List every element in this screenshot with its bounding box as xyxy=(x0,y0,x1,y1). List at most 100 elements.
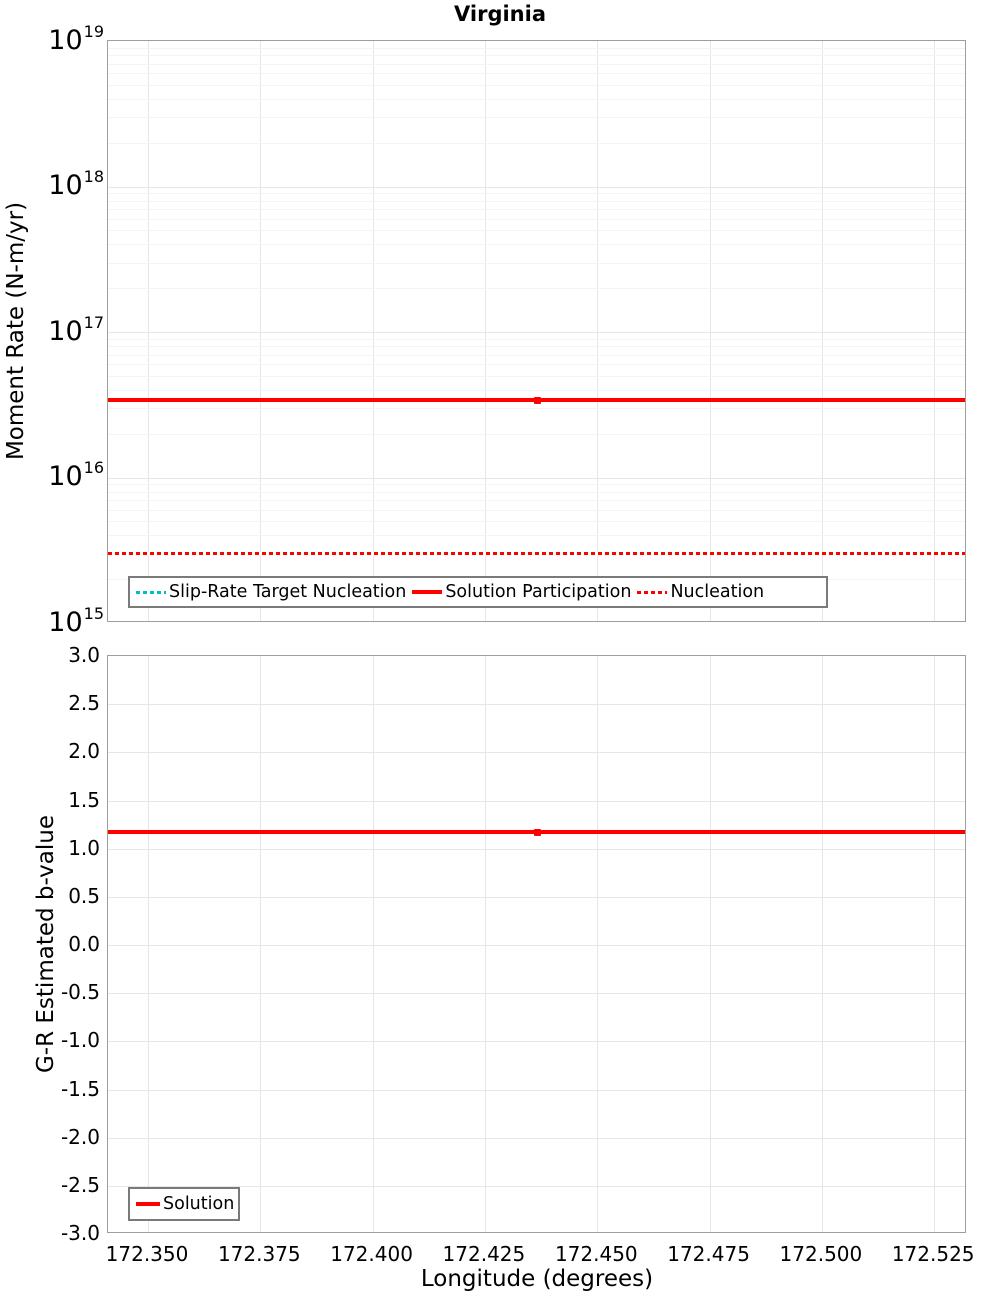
y-gridline-major xyxy=(108,1137,965,1139)
y-gridline-minor xyxy=(108,209,965,210)
legend-entry-solution: Solution xyxy=(136,1194,234,1214)
y-tick-label: -2.0 xyxy=(60,1124,100,1149)
y-gridline-major xyxy=(108,945,965,946)
x-axis-label: Longitude (degrees) xyxy=(420,1266,654,1292)
y-gridline-minor xyxy=(108,63,965,65)
x-gridline xyxy=(934,41,936,621)
y-gridline-minor xyxy=(108,142,965,144)
legend-label-solution: Solution xyxy=(163,1194,235,1214)
y-gridline-minor xyxy=(108,509,965,511)
y-gridline-minor xyxy=(108,98,965,100)
y-gridline-major xyxy=(108,1041,965,1043)
y-gridline-major xyxy=(108,186,965,188)
y-tick-label: 10 15 xyxy=(48,603,104,638)
moment-rate-plot xyxy=(107,40,966,622)
series-line-nucleation xyxy=(108,551,965,555)
legend-label-slip-rate-target-nucleation: Slip-Rate Target Nucleation xyxy=(169,582,407,602)
legend-swatch-nucleation xyxy=(637,590,668,594)
x-gridline xyxy=(597,41,599,621)
y-tick-label: -3.0 xyxy=(60,1221,100,1245)
x-gridline xyxy=(484,656,486,1232)
chart-title: Virginia xyxy=(454,2,546,26)
x-gridline xyxy=(597,656,599,1232)
y-tick-label: -0.5 xyxy=(60,980,100,1005)
y-gridline-major xyxy=(108,1185,965,1187)
series-marker-solution xyxy=(534,828,541,836)
x-gridline xyxy=(484,41,486,621)
y-gridline-minor xyxy=(108,500,965,501)
x-gridline xyxy=(934,656,936,1232)
x-gridline xyxy=(148,41,149,621)
y-gridline-minor xyxy=(108,200,965,202)
y-gridline-minor xyxy=(108,375,965,377)
x-gridline xyxy=(821,656,823,1232)
bvalue-plot xyxy=(107,655,966,1233)
y-gridline-minor xyxy=(108,484,965,486)
y-gridline-minor xyxy=(108,117,965,119)
x-tick-label: 172.425 xyxy=(442,1242,526,1266)
legend-bvalue: Solution xyxy=(128,1187,240,1221)
y-tick-label: -1.0 xyxy=(60,1028,100,1053)
x-tick-label: 172.400 xyxy=(330,1242,413,1266)
series-marker-solution-participation xyxy=(534,396,541,404)
legend-moment-rate: Slip-Rate Target Nucleation Solution Part… xyxy=(128,576,828,608)
x-gridline xyxy=(372,41,374,621)
legend-label-solution-participation: Solution Participation xyxy=(445,582,632,602)
y-tick-label: -2.5 xyxy=(60,1172,100,1197)
y-gridline-minor xyxy=(108,244,965,246)
y-gridline-minor xyxy=(108,408,965,410)
legend-entry-solution-participation: Solution Participation xyxy=(412,582,631,602)
y-gridline-major xyxy=(108,848,965,850)
y-gridline-major xyxy=(108,752,965,754)
y-gridline-minor xyxy=(108,491,965,493)
y-gridline-minor xyxy=(108,288,965,290)
y-tick-label: 1.5 xyxy=(68,787,100,812)
x-gridline xyxy=(709,41,711,621)
x-tick-label: 172.475 xyxy=(667,1242,750,1266)
y-gridline-minor xyxy=(108,262,965,264)
y-tick-label: 10 18 xyxy=(48,167,104,201)
y-gridline-minor xyxy=(108,47,965,49)
y-tick-label: 0.5 xyxy=(68,883,100,908)
x-gridline xyxy=(372,656,374,1232)
y-gridline-minor xyxy=(108,55,965,57)
y-gridline-major xyxy=(108,704,965,706)
y-tick-label: 2.5 xyxy=(68,691,100,716)
y-tick-label: 2.0 xyxy=(68,739,100,764)
y-gridline-minor xyxy=(108,338,965,340)
x-gridline xyxy=(260,656,262,1232)
y-tick-label: 3.0 xyxy=(68,643,100,667)
legend-entry-nucleation: Nucleation xyxy=(637,582,764,602)
x-tick-label: 172.375 xyxy=(217,1242,301,1266)
y-tick-label: 0.0 xyxy=(68,932,100,956)
y-gridline-minor xyxy=(108,364,965,366)
x-tick-label: 172.500 xyxy=(779,1242,863,1266)
x-gridline xyxy=(709,656,711,1232)
y-gridline-minor xyxy=(108,354,965,356)
y-gridline-major xyxy=(108,800,965,802)
legend-entry-slip-rate-target-nucleation: Slip-Rate Target Nucleation xyxy=(136,582,406,602)
y-gridline-minor xyxy=(108,535,965,537)
x-tick-label: 172.350 xyxy=(105,1242,189,1266)
y-tick-label: 1.0 xyxy=(68,835,100,860)
y-gridline-minor xyxy=(108,84,965,86)
y-gridline-minor xyxy=(108,346,965,348)
legend-swatch-solution-participation xyxy=(412,590,443,594)
y-gridline-minor xyxy=(108,73,965,75)
y-gridline-major xyxy=(108,896,965,898)
y-tick-label: 10 16 xyxy=(48,458,104,492)
y-gridline-minor xyxy=(108,521,965,523)
legend-swatch-slip-rate-target-nucleation xyxy=(136,590,166,594)
legend-label-nucleation: Nucleation xyxy=(670,582,765,602)
x-tick-label: 172.450 xyxy=(554,1242,638,1266)
y-gridline-minor xyxy=(108,433,965,435)
y-tick-label: 10 17 xyxy=(48,312,104,347)
x-tick-label: 172.525 xyxy=(891,1242,975,1266)
y-tick-label: -1.5 xyxy=(60,1076,100,1101)
y-gridline-minor xyxy=(108,218,965,220)
y-gridline-major xyxy=(108,993,965,995)
x-gridline xyxy=(148,656,149,1232)
y-gridline-minor xyxy=(108,389,965,391)
y-gridline-major xyxy=(108,1089,965,1091)
